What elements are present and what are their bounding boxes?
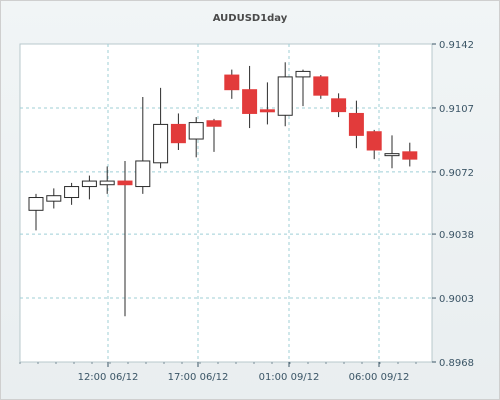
y-tick-label: 0.9142	[439, 40, 474, 51]
candle-up	[295, 70, 311, 78]
y-tick-label: 0.9038	[439, 230, 474, 241]
candle-down	[224, 74, 240, 91]
x-axis: 12:00 06/12 17:00 06/12 01:00 09/12 06:00 0…	[19, 362, 417, 383]
candle-down	[348, 112, 364, 136]
candle-down	[242, 89, 258, 114]
x-tick-label: 17:00 06/12	[168, 372, 229, 383]
candle-up	[135, 160, 151, 188]
x-tick-label: 12:00 06/12	[78, 372, 139, 383]
candle-down	[117, 180, 133, 186]
y-tick-label: 0.8968	[439, 358, 474, 369]
candle-down	[313, 76, 329, 96]
y-tick-label: 0.9003	[439, 294, 474, 305]
y-tick-label: 0.9107	[439, 104, 474, 115]
candle-up	[153, 123, 169, 164]
candles	[28, 62, 418, 317]
candle-down	[331, 98, 347, 113]
candle-up	[384, 153, 400, 157]
grid-lines	[20, 44, 432, 362]
y-tick-label: 0.9072	[439, 168, 474, 179]
chart-title: AUDUSD1day	[212, 13, 288, 24]
candle-up	[188, 122, 204, 140]
candle-down	[366, 131, 382, 151]
candle-up	[28, 197, 44, 211]
candle-up	[46, 195, 62, 202]
plot-area	[19, 43, 433, 363]
candle-down	[170, 123, 186, 144]
x-tick-label: 06:00 09/12	[349, 372, 410, 383]
y-axis: 0.9142 0.9107 0.9072 0.9038 0.9003 0.8968	[432, 40, 474, 369]
x-tick-label: 01:00 09/12	[259, 372, 320, 383]
candle-up	[277, 76, 293, 116]
candle-down	[259, 109, 275, 113]
candle-down	[206, 120, 222, 127]
candle-up	[64, 186, 80, 199]
candle-down	[402, 151, 418, 160]
candle-up	[81, 180, 97, 188]
candle-up	[99, 180, 115, 186]
